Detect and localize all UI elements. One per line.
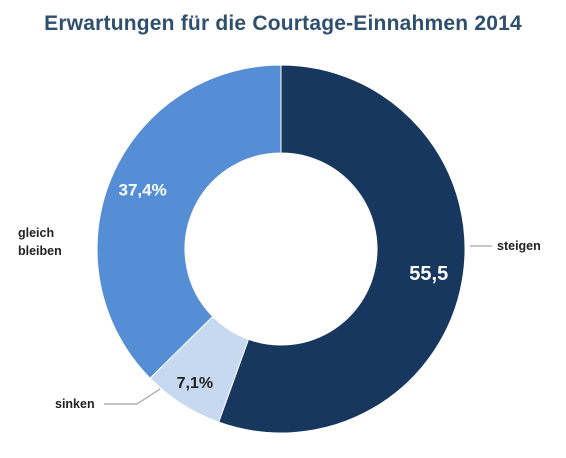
slice-value-label-sinken: 7,1%	[177, 375, 213, 392]
donut-slice-steigen	[218, 64, 466, 434]
slice-value-label-gleich-bleiben: 37,4%	[118, 181, 166, 200]
slice-value-label-steigen: 55,5	[409, 263, 448, 285]
donut-slice-gleich-bleiben	[96, 64, 282, 379]
category-label-steigen: steigen	[497, 239, 541, 253]
chart-title: Erwartungen für die Courtage-Einnahmen 2…	[44, 12, 522, 35]
category-label-gleich-bleiben: gleich bleiben	[18, 226, 62, 258]
category-label-sinken: sinken	[55, 397, 95, 411]
leader-line-sinken	[104, 388, 161, 405]
